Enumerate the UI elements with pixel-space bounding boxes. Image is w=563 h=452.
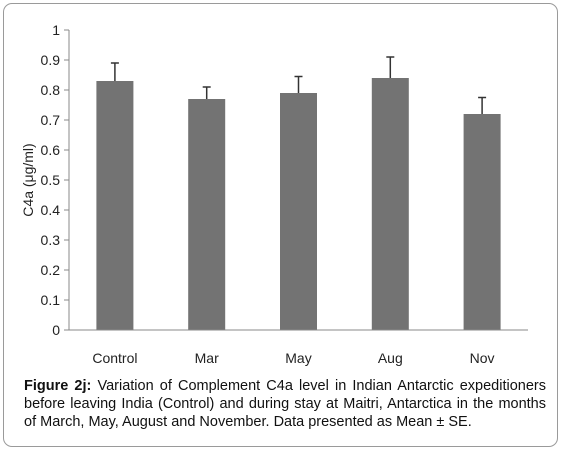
y-tick-label: 0.2 (41, 262, 61, 278)
bar-may (280, 93, 317, 330)
y-tick-label: 1 (52, 22, 60, 38)
x-tick-label: Control (92, 350, 137, 366)
y-tick-label: 0.1 (41, 292, 61, 308)
bar-mar (188, 99, 226, 330)
x-tick-label: Aug (378, 350, 403, 366)
x-tick-label: Nov (470, 350, 495, 366)
y-tick-label: 0.5 (41, 172, 61, 188)
y-tick-label: 0.6 (41, 142, 61, 158)
bar-aug (371, 78, 409, 330)
x-tick-label: May (285, 350, 311, 366)
y-tick-label: 0.3 (41, 232, 61, 248)
y-tick-label: 0.9 (41, 52, 61, 68)
y-tick-label: 0.7 (41, 112, 61, 128)
bar-chart: 0 0.1 0.2 0.3 0.4 0.5 0.6 0.7 0.8 0.9 1 Control Mar… (20, 22, 528, 366)
x-axis-labels: Control Mar May Aug Nov (92, 350, 494, 366)
caption-text: Variation of Complement C4a level in Ind… (24, 378, 546, 430)
x-tick-label: Mar (195, 350, 219, 366)
y-tick-label: 0 (52, 322, 60, 338)
y-tick-label: 0.4 (41, 202, 61, 218)
bar-nov (463, 114, 501, 330)
y-tick-label: 0.8 (41, 82, 61, 98)
y-axis-ticks: 0 0.1 0.2 0.3 0.4 0.5 0.6 0.7 0.8 0.9 1 (41, 22, 69, 338)
bars (96, 56, 501, 330)
y-axis-label: C4a (μg/ml) (20, 143, 36, 216)
figure-caption: Figure 2j: Variation of Complement C4a l… (24, 377, 546, 431)
caption-label: Figure 2j: (24, 378, 92, 394)
bar-control (96, 81, 134, 330)
